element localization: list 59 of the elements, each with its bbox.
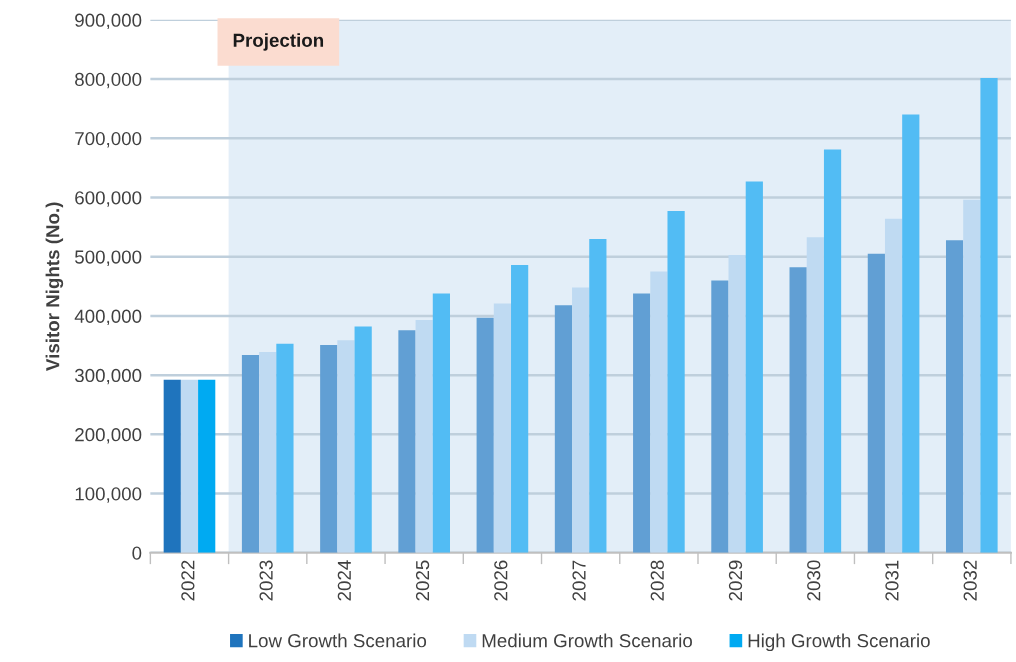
bar (884, 218, 903, 553)
bar (398, 330, 416, 553)
x-tick-label: 2024 (337, 560, 351, 601)
bar (476, 317, 494, 553)
bar (806, 237, 824, 553)
legend-label: Low Growth Scenario (249, 633, 427, 648)
y-tick-label: 200,000 (75, 428, 142, 444)
y-tick-label: 0 (132, 546, 142, 560)
bar (276, 343, 294, 553)
bar (789, 267, 807, 553)
y-tick-label: 300,000 (74, 368, 142, 385)
y-axis-title: Visitor Nights (No.) (45, 202, 64, 371)
bar (980, 77, 998, 553)
bar (823, 149, 842, 553)
legend-label: Medium Growth Scenario (482, 633, 692, 648)
bar (963, 199, 981, 553)
bar (589, 238, 607, 553)
bar (415, 320, 433, 553)
bar (511, 265, 529, 553)
bar (241, 355, 260, 553)
x-tick-label: 2031 (885, 560, 899, 601)
band-label: Projection (233, 33, 324, 51)
x-tick-label: 2029 (728, 560, 743, 601)
bar (432, 293, 450, 553)
y-tick-label: 100,000 (75, 487, 142, 503)
bar (711, 280, 729, 553)
y-tick-label: 800,000 (75, 72, 142, 89)
legend-label: High Growth Scenario (748, 633, 930, 652)
x-tick-label: 2028 (650, 560, 664, 601)
bar (554, 305, 573, 553)
bar (745, 181, 763, 553)
y-tick-label: 400,000 (74, 309, 142, 326)
bar (945, 240, 964, 553)
bar (198, 379, 216, 553)
x-tick-label: 2032 (963, 560, 977, 601)
x-tick-label: 2030 (807, 560, 821, 601)
bar (728, 254, 746, 553)
bar (337, 340, 355, 553)
bar (354, 326, 372, 553)
y-tick-label: 600,000 (75, 191, 142, 207)
bar (163, 379, 181, 553)
bar (259, 352, 277, 553)
bar (867, 253, 885, 553)
bar (667, 211, 685, 553)
x-tick-label: 2027 (572, 560, 586, 601)
bar (902, 114, 920, 553)
bar (572, 287, 590, 553)
bar (320, 344, 338, 553)
bar (493, 303, 512, 553)
y-tick-label: 500,000 (75, 250, 142, 266)
x-tick-label: 2023 (259, 560, 273, 601)
bar (180, 379, 199, 553)
y-tick-label: 900,000 (75, 13, 142, 30)
x-tick-label: 2026 (494, 560, 508, 601)
bar (650, 271, 668, 553)
bar (633, 293, 651, 553)
x-tick-label: 2022 (181, 560, 195, 601)
y-tick-label: 700,000 (75, 131, 142, 148)
x-tick-label: 2025 (415, 560, 430, 601)
